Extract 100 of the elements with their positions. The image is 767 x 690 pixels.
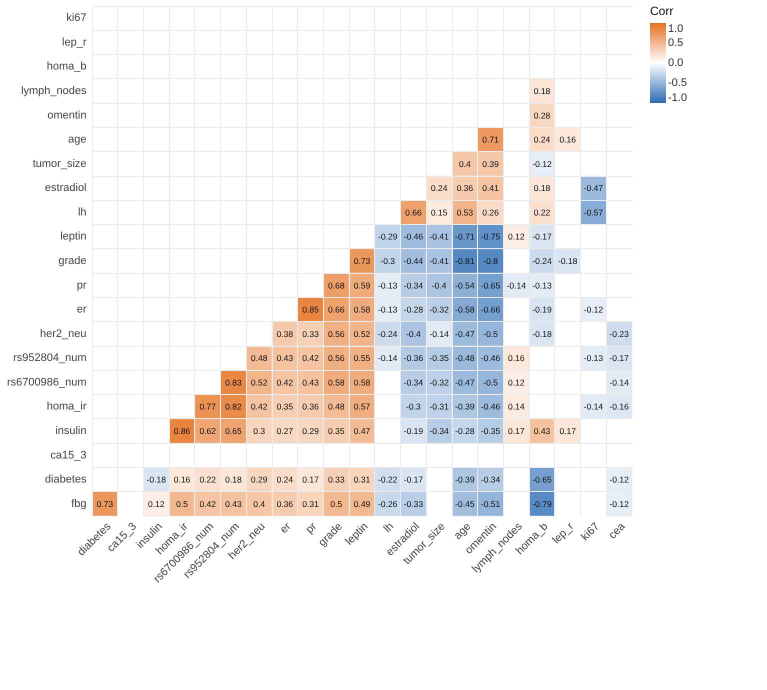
data-label: -0.22 — [378, 474, 398, 485]
data-label: -0.31 — [429, 402, 450, 412]
data-label: -0.33 — [404, 498, 424, 509]
data-label: 0.16 — [174, 474, 191, 485]
data-label: -0.17 — [532, 232, 552, 242]
data-label: -0.14 — [609, 377, 630, 388]
y-tick-label: diabetes — [44, 474, 87, 486]
data-label: -0.54 — [455, 280, 475, 290]
data-label: 0.27 — [276, 426, 294, 436]
data-label: -0.14 — [429, 328, 450, 339]
data-label: 0.35 — [276, 402, 294, 412]
data-label: -0.65 — [480, 280, 501, 290]
data-label: -0.18 — [146, 474, 166, 485]
data-label: -0.12 — [609, 498, 630, 509]
y-tick-label: grade — [58, 255, 86, 267]
data-label: -0.47 — [455, 377, 475, 388]
data-label: -0.24 — [532, 256, 552, 266]
data-label: -0.13 — [378, 304, 398, 315]
data-label: -0.34 — [429, 426, 450, 436]
y-tick-label: lymph_nodes — [21, 85, 87, 97]
data-label: 0.14 — [508, 402, 525, 412]
data-label: 0.22 — [534, 207, 551, 218]
data-label: -0.26 — [378, 498, 398, 509]
data-label: 0.58 — [354, 304, 371, 315]
data-label: 0.18 — [225, 474, 242, 485]
data-label: -0.41 — [429, 232, 450, 242]
data-label: 0.77 — [199, 402, 216, 412]
color-bar-label: 0.5 — [668, 37, 684, 49]
data-label: 0.36 — [276, 498, 294, 509]
data-label: 0.47 — [354, 426, 371, 436]
y-tick-label: estradiol — [44, 182, 86, 194]
data-label: -0.29 — [378, 232, 398, 242]
y-tick-label: er — [76, 304, 87, 316]
data-label: 0.12 — [148, 498, 165, 509]
data-label: -0.18 — [532, 328, 552, 339]
y-tick-label: ca15_3 — [50, 449, 86, 462]
color-bar-label: -0.5 — [668, 77, 687, 89]
data-label: 0.24 — [276, 474, 294, 485]
data-label: 0.17 — [302, 474, 320, 485]
y-tick-label: fbg — [71, 498, 86, 510]
data-label: 0.55 — [354, 353, 371, 364]
data-label: -0.66 — [480, 304, 501, 315]
data-label: -0.16 — [609, 402, 630, 412]
data-label: -0.65 — [532, 474, 552, 485]
color-bar-label: 0.0 — [668, 57, 684, 69]
data-label: 0.31 — [354, 474, 371, 485]
y-tick-label: insulin — [55, 425, 86, 437]
data-label: 0.36 — [302, 402, 320, 412]
data-label: 0.24 — [430, 183, 448, 194]
data-label: 0.12 — [508, 377, 525, 388]
y-tick-label: leptin — [60, 230, 86, 243]
data-label: 0.17 — [559, 426, 576, 436]
data-label: -0.46 — [480, 402, 501, 412]
x-tick-label: er — [278, 520, 294, 536]
data-label: -0.75 — [480, 232, 501, 242]
data-label: -0.4 — [432, 280, 447, 290]
data-label: -0.57 — [584, 207, 604, 218]
data-label: 0.28 — [534, 110, 551, 120]
data-label: -0.47 — [584, 183, 604, 194]
data-label: -0.35 — [480, 426, 501, 436]
y-tick-label: omentin — [47, 109, 86, 122]
data-label: 0.16 — [559, 134, 576, 145]
data-label: 0.66 — [405, 207, 422, 218]
data-label: 0.52 — [354, 328, 371, 339]
data-label: 0.56 — [328, 353, 345, 364]
data-label: -0.8 — [483, 256, 498, 266]
data-label: 0.36 — [456, 183, 474, 194]
data-label: 0.56 — [328, 328, 345, 339]
data-label: -0.32 — [429, 304, 450, 315]
data-label: -0.3 — [406, 402, 422, 412]
y-tick-label: age — [68, 134, 86, 146]
data-label: 0.33 — [302, 328, 320, 339]
data-label: -0.18 — [558, 256, 578, 266]
data-label: 0.43 — [276, 353, 294, 364]
data-label: -0.12 — [609, 474, 630, 485]
data-label: 0.83 — [225, 377, 242, 388]
data-label: -0.79 — [532, 498, 552, 509]
data-label: 0.85 — [302, 304, 320, 315]
x-tick-label: ki67 — [579, 520, 602, 544]
y-tick-label: lh — [78, 206, 86, 218]
data-label: -0.28 — [455, 426, 475, 436]
data-label: 0.49 — [354, 498, 371, 509]
data-label: -0.3 — [380, 256, 396, 266]
data-label: 0.71 — [482, 134, 500, 145]
data-label: 0.42 — [250, 402, 268, 412]
data-label: 0.52 — [250, 377, 268, 388]
data-label: -0.28 — [404, 304, 424, 315]
data-label: 0.15 — [430, 207, 448, 218]
y-tick-label: rs6700986_num — [6, 376, 86, 388]
data-label: -0.44 — [404, 256, 424, 266]
data-label: 0.59 — [354, 280, 371, 290]
data-label: 0.18 — [534, 183, 551, 194]
data-label: 0.68 — [328, 280, 345, 290]
data-label: 0.57 — [354, 402, 371, 412]
data-label: -0.71 — [455, 232, 475, 242]
data-label: -0.4 — [406, 328, 422, 339]
data-label: -0.34 — [404, 280, 424, 290]
data-label: -0.13 — [532, 280, 552, 290]
data-label: -0.46 — [404, 232, 424, 242]
data-label: 0.29 — [302, 426, 320, 436]
